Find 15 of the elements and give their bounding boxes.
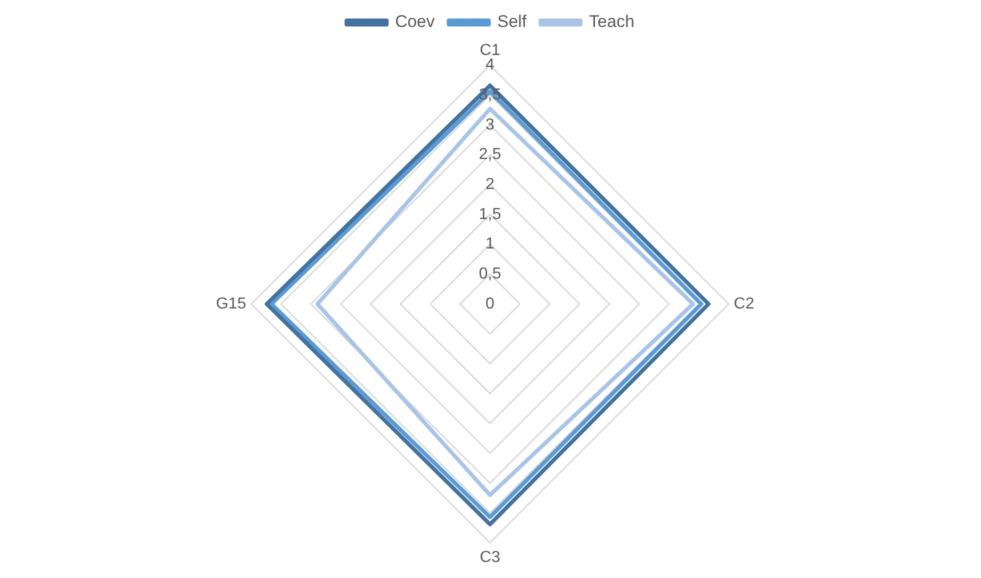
- legend-label: Teach: [589, 12, 634, 32]
- y-tick-label: 3: [486, 116, 495, 134]
- y-tick-label: 2,5: [478, 146, 502, 164]
- y-tick-label: 1: [486, 236, 495, 253]
- legend-label: Coev: [395, 12, 436, 32]
- y-tick-label: 1,5: [478, 206, 502, 223]
- spoke-label: C3: [480, 548, 500, 566]
- spoke-label: C2: [734, 295, 754, 312]
- spoke-label: G15: [216, 295, 246, 312]
- y-tick-label: 0,5: [478, 266, 502, 283]
- legend-label: Self: [497, 12, 527, 32]
- y-tick-label: 4: [486, 56, 495, 74]
- y-tick-label: 2: [486, 176, 495, 194]
- y-tick-label: 0: [486, 295, 495, 312]
- spoke-label: C1: [480, 42, 500, 60]
